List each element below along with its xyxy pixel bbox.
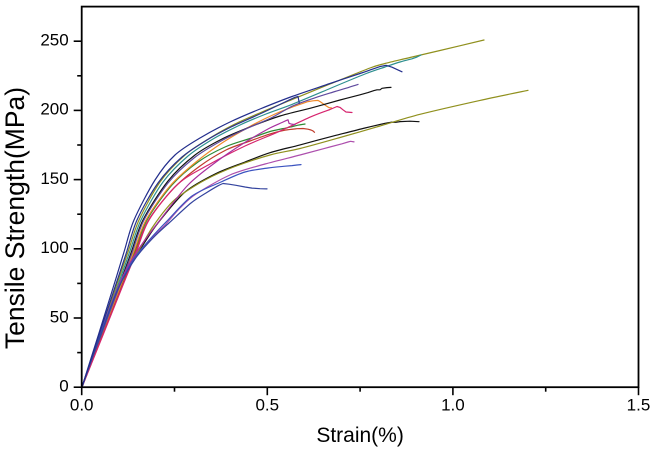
svg-text:0: 0 (59, 377, 68, 396)
svg-text:1.5: 1.5 (627, 396, 651, 415)
svg-text:100: 100 (40, 238, 68, 257)
svg-text:0.0: 0.0 (70, 396, 94, 415)
svg-text:150: 150 (40, 169, 68, 188)
svg-text:0.5: 0.5 (255, 396, 279, 415)
svg-text:Tensile Strength(MPa): Tensile Strength(MPa) (0, 87, 30, 349)
svg-text:Strain(%): Strain(%) (316, 424, 404, 447)
svg-text:250: 250 (40, 31, 68, 50)
svg-text:1.0: 1.0 (441, 396, 465, 415)
svg-text:50: 50 (50, 307, 69, 326)
svg-text:200: 200 (40, 100, 68, 119)
